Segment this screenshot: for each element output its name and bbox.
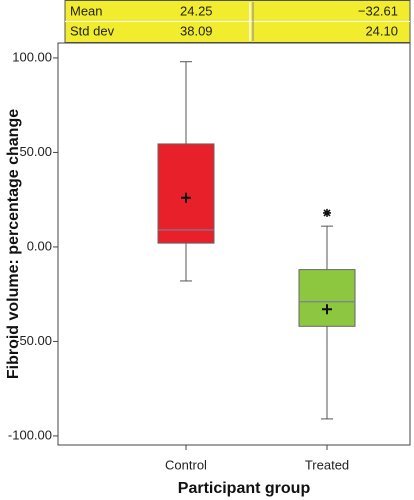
x-tick-label: Control bbox=[165, 457, 207, 472]
x-tick-label: Treated bbox=[305, 457, 349, 472]
y-tick-label: 100.00 bbox=[12, 49, 52, 64]
box bbox=[298, 269, 356, 327]
y-tick-label: -100.00 bbox=[8, 427, 52, 442]
table-cell: Std dev bbox=[70, 23, 115, 38]
mean-marker bbox=[322, 304, 332, 315]
table-cell: 24.25 bbox=[180, 3, 213, 18]
table-cell: −32.61 bbox=[358, 3, 398, 18]
x-axis-title: Participant group bbox=[178, 480, 311, 497]
plot-frame bbox=[57, 42, 411, 446]
y-tick-label: -50.00 bbox=[15, 333, 52, 348]
table-cell: 38.09 bbox=[180, 23, 213, 38]
table-cell: 24.10 bbox=[365, 23, 398, 38]
y-axis-title: Fibroid volume: percentage change bbox=[5, 109, 22, 379]
y-tick-label: 50.00 bbox=[19, 144, 52, 159]
mean-marker bbox=[181, 192, 191, 203]
outlier bbox=[323, 208, 331, 217]
table-cell: Mean bbox=[70, 3, 103, 18]
y-tick-label: 0.00 bbox=[27, 238, 52, 253]
